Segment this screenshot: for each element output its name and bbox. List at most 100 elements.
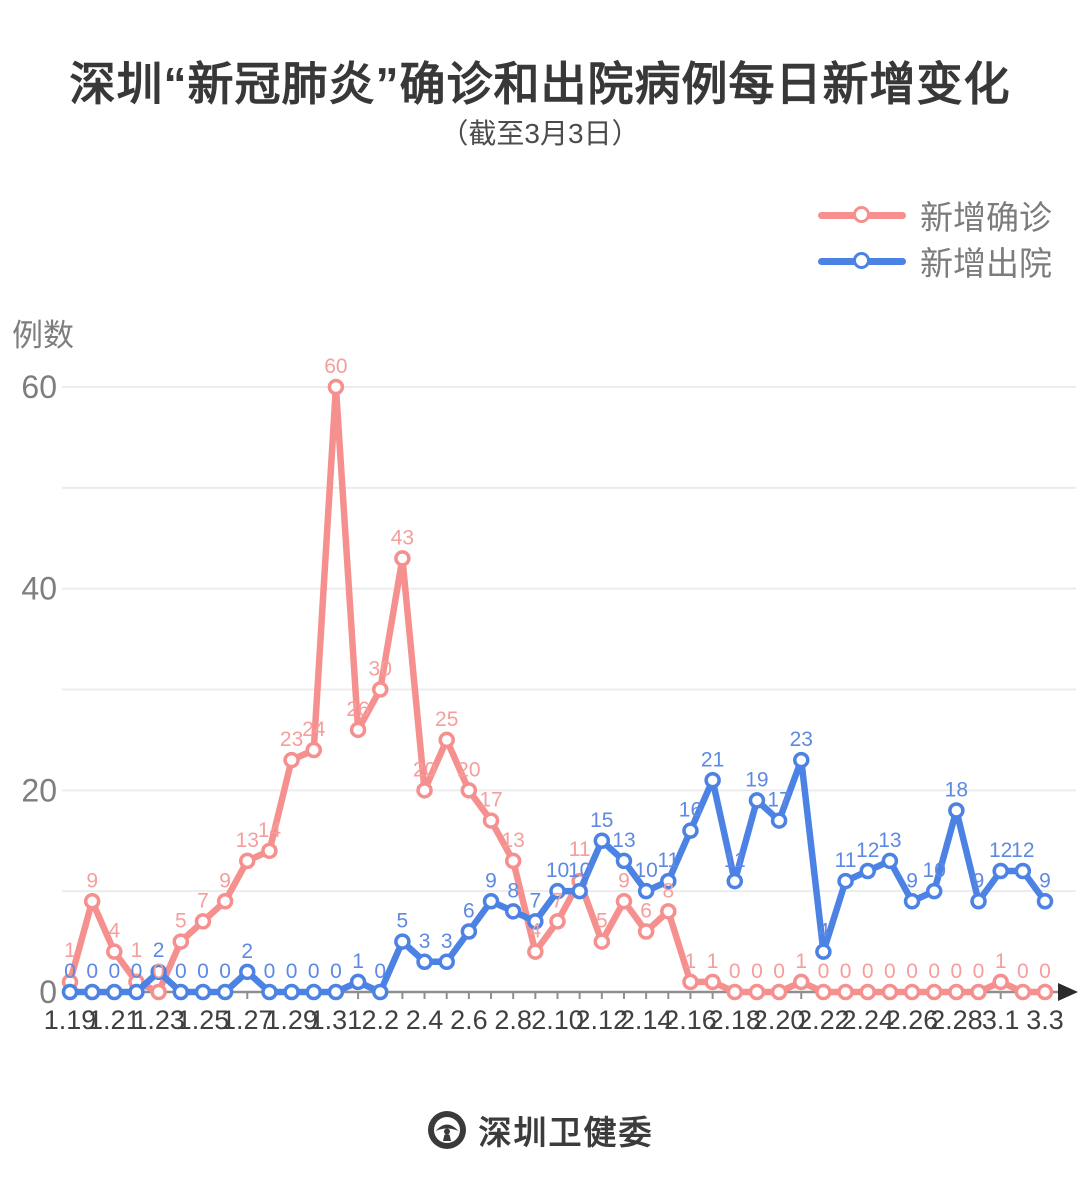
confirmed-data-point bbox=[815, 983, 832, 1001]
confirmed-data-point bbox=[1014, 983, 1032, 1001]
x-tick-label: 1.31 bbox=[310, 1005, 363, 1035]
confirmed-value-label: 9 bbox=[219, 869, 231, 892]
confirmed-data-point bbox=[837, 983, 854, 1001]
confirmed-data-point bbox=[770, 983, 788, 1001]
confirmed-data-point bbox=[748, 983, 766, 1001]
discharged-data-point bbox=[327, 983, 345, 1001]
discharged-value-label: 3 bbox=[419, 930, 431, 953]
discharged-data-point bbox=[970, 893, 987, 910]
x-tick-label: 2.12 bbox=[576, 1005, 629, 1035]
confirmed-data-point bbox=[881, 983, 899, 1001]
confirmed-value-label: 23 bbox=[280, 728, 303, 751]
discharged-value-label: 6 bbox=[463, 900, 475, 923]
confirmed-value-label: 0 bbox=[153, 960, 165, 983]
discharged-data-point bbox=[660, 872, 677, 890]
x-tick-label: 2.26 bbox=[886, 1005, 939, 1035]
chart-subtitle: （截至3月3日） bbox=[440, 118, 640, 149]
confirmed-value-label: 1 bbox=[707, 950, 719, 973]
footer: 深圳卫健委 bbox=[0, 1106, 1080, 1154]
discharged-data-point bbox=[83, 983, 101, 1001]
discharged-data-point bbox=[815, 943, 832, 960]
discharged-value-label: 9 bbox=[973, 869, 985, 892]
discharged-data-point bbox=[593, 832, 611, 849]
x-tick-label: 1.23 bbox=[132, 1005, 185, 1035]
discharged-data-point bbox=[172, 983, 190, 1001]
discharged-value-label: 5 bbox=[397, 910, 409, 933]
legend-label-confirmed: 新增确诊 bbox=[920, 199, 1052, 236]
confirmed-value-label: 0 bbox=[751, 960, 763, 983]
confirmed-data-point bbox=[925, 983, 943, 1001]
confirmed-value-label: 11 bbox=[569, 838, 591, 861]
confirmed-data-point bbox=[704, 973, 721, 991]
discharged-value-label: 10 bbox=[546, 859, 569, 882]
confirmed-value-label: 0 bbox=[1017, 960, 1029, 983]
discharged-data-point bbox=[128, 983, 145, 1001]
discharged-data-point bbox=[438, 953, 455, 970]
discharged-value-label: 4 bbox=[818, 920, 830, 943]
confirmed-data-point bbox=[83, 893, 101, 910]
discharged-data-point bbox=[216, 983, 234, 1001]
confirmed-value-label: 0 bbox=[973, 960, 985, 983]
confirmed-data-point bbox=[239, 852, 256, 870]
discharged-value-label: 11 bbox=[835, 849, 857, 872]
confirmed-value-label: 8 bbox=[662, 879, 674, 902]
confirmed-data-point bbox=[660, 903, 677, 920]
confirmed-data-point bbox=[216, 893, 234, 910]
x-tick-label: 2.22 bbox=[797, 1005, 850, 1035]
discharged-data-point bbox=[992, 862, 1009, 880]
confirmed-value-label: 1 bbox=[685, 950, 697, 973]
y-axis-title: 例数 bbox=[12, 318, 74, 353]
discharged-value-label: 13 bbox=[612, 829, 635, 852]
discharged-value-label: 9 bbox=[906, 869, 918, 892]
x-tick-label: 2.14 bbox=[620, 1005, 673, 1035]
discharged-data-point bbox=[748, 792, 766, 809]
discharged-data-point bbox=[349, 973, 367, 991]
x-tick-label: 1.25 bbox=[177, 1005, 230, 1035]
confirmed-value-label: 13 bbox=[236, 829, 259, 852]
confirmed-value-label: 20 bbox=[457, 758, 480, 781]
discharged-value-label: 16 bbox=[679, 799, 702, 822]
confirmed-value-label: 26 bbox=[346, 698, 369, 721]
discharged-data-point bbox=[726, 872, 744, 890]
discharged-data-point bbox=[283, 983, 300, 1001]
x-tick-label: 2.10 bbox=[531, 1005, 584, 1035]
x-tick-label: 2.4 bbox=[406, 1005, 444, 1035]
discharged-value-label: 1 bbox=[352, 950, 364, 973]
discharged-data-point bbox=[881, 852, 899, 870]
discharged-value-label: 0 bbox=[374, 960, 386, 983]
discharged-value-label: 9 bbox=[1039, 869, 1051, 892]
x-tick-label: 2.28 bbox=[930, 1005, 983, 1035]
discharged-value-label: 0 bbox=[219, 960, 231, 983]
discharged-value-label: 0 bbox=[286, 960, 298, 983]
discharged-data-point bbox=[239, 963, 256, 981]
discharged-data-point bbox=[150, 963, 167, 981]
confirmed-value-label: 0 bbox=[1039, 960, 1051, 983]
discharged-value-label: 0 bbox=[175, 960, 187, 983]
discharged-value-label: 12 bbox=[989, 839, 1012, 862]
x-tick-label: 2.8 bbox=[494, 1005, 532, 1035]
x-axis-arrow-icon bbox=[1058, 983, 1078, 1001]
x-tick-label: 2.2 bbox=[361, 1005, 399, 1035]
discharged-data-point bbox=[1036, 893, 1054, 910]
confirmed-value-label: 0 bbox=[951, 960, 963, 983]
confirmed-value-label: 0 bbox=[818, 960, 830, 983]
discharged-value-label: 21 bbox=[701, 748, 724, 771]
discharged-data-point bbox=[527, 913, 544, 930]
confirmed-data-point bbox=[460, 782, 478, 799]
confirmed-line-swatch-icon bbox=[818, 205, 906, 225]
confirmed-data-point bbox=[970, 983, 987, 1001]
confirmed-value-label: 24 bbox=[302, 718, 326, 741]
confirmed-data-point bbox=[150, 983, 167, 1001]
confirmed-value-label: 0 bbox=[862, 960, 874, 983]
x-tick-label: 2.6 bbox=[450, 1005, 488, 1035]
discharged-value-label: 11 bbox=[657, 849, 679, 872]
confirmed-data-point bbox=[637, 923, 655, 940]
confirmed-data-point bbox=[682, 973, 699, 991]
discharged-data-point bbox=[837, 872, 854, 890]
confirmed-value-label: 7 bbox=[552, 889, 564, 912]
confirmed-value-label: 60 bbox=[324, 355, 347, 378]
discharged-value-label: 12 bbox=[856, 839, 879, 862]
confirmed-data-point bbox=[948, 983, 965, 1001]
confirmed-data-point bbox=[172, 933, 190, 950]
